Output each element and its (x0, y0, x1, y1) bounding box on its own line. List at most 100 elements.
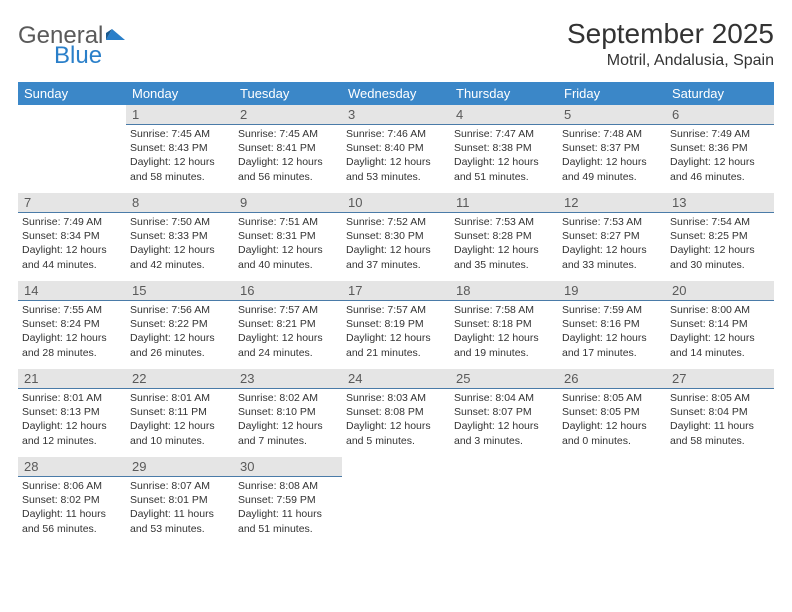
weekday-friday: Friday (558, 82, 666, 105)
day-number: 3 (342, 105, 450, 125)
day-number: 5 (558, 105, 666, 125)
calendar-week-row: 14 Sunrise: 7:55 AMSunset: 8:24 PM Dayligh… (18, 281, 774, 369)
day-number: 13 (666, 193, 774, 213)
daylight-line: Daylight: 12 hours and 17 minutes. (562, 331, 662, 359)
sunset-line: Sunset: 8:16 PM (562, 317, 662, 331)
daylight-line: Daylight: 12 hours and 44 minutes. (22, 243, 122, 271)
day-details: Sunrise: 7:53 AMSunset: 8:28 PMDaylight:… (450, 213, 558, 272)
daylight-line: Daylight: 12 hours and 14 minutes. (670, 331, 770, 359)
sunset-line: Sunset: 8:18 PM (454, 317, 554, 331)
calendar-cell: 26Sunrise: 8:05 AMSunset: 8:05 PMDayligh… (558, 369, 666, 457)
daylight-line: Daylight: 12 hours and 46 minutes. (670, 155, 770, 183)
logo-text-blue: Blue (18, 44, 126, 68)
day-details: Sunrise: 7:58 AMSunset: 8:18 PMDaylight:… (450, 301, 558, 360)
empty-cell (342, 457, 450, 476)
weekday-tuesday: Tuesday (234, 82, 342, 105)
sunset-line: Sunset: 8:43 PM (130, 141, 230, 155)
calendar-week-row: 7Sunrise: 7:49 AMSunset: 8:34 PMDaylight… (18, 193, 774, 281)
day-number: 9 (234, 193, 342, 213)
sunset-line: Sunset: 7:59 PM (238, 493, 338, 507)
logo-flag-icon (106, 27, 126, 45)
daylight-line: Daylight: 12 hours and 7 minutes. (238, 419, 338, 447)
sunset-line: Sunset: 8:21 PM (238, 317, 338, 331)
calendar-cell (342, 457, 450, 545)
day-details: Sunrise: 7:47 AMSunset: 8:38 PMDaylight:… (450, 125, 558, 184)
month-title: September 2025 (567, 18, 774, 50)
sunrise-line: Sunrise: 8:08 AM (238, 479, 338, 493)
day-number: 4 (450, 105, 558, 125)
calendar-cell: 24Sunrise: 8:03 AMSunset: 8:08 PMDayligh… (342, 369, 450, 457)
sunset-line: Sunset: 8:13 PM (22, 405, 122, 419)
sunrise-line: Sunrise: 8:05 AM (670, 391, 770, 405)
day-number: 17 (342, 281, 450, 301)
page-header: GeneralBlue September 2025 Motril, Andal… (18, 18, 774, 70)
day-number: 2 (234, 105, 342, 125)
day-details: Sunrise: 8:01 AMSunset: 8:11 PMDaylight:… (126, 389, 234, 448)
sunset-line: Sunset: 8:40 PM (346, 141, 446, 155)
sunrise-line: Sunrise: 8:07 AM (130, 479, 230, 493)
day-details: Sunrise: 8:07 AMSunset: 8:01 PMDaylight:… (126, 477, 234, 536)
weekday-header-row: Sunday Monday Tuesday Wednesday Thursday… (18, 82, 774, 105)
daylight-line: Daylight: 12 hours and 0 minutes. (562, 419, 662, 447)
sunrise-line: Sunrise: 7:50 AM (130, 215, 230, 229)
day-number: 26 (558, 369, 666, 389)
sunrise-line: Sunrise: 7:47 AM (454, 127, 554, 141)
day-details: Sunrise: 8:00 AMSunset: 8:14 PMDaylight:… (666, 301, 774, 360)
daylight-line: Daylight: 12 hours and 30 minutes. (670, 243, 770, 271)
calendar-cell: 1Sunrise: 7:45 AMSunset: 8:43 PMDaylight… (126, 105, 234, 193)
sunrise-line: Sunrise: 8:00 AM (670, 303, 770, 317)
day-details: Sunrise: 7:49 AMSunset: 8:36 PMDaylight:… (666, 125, 774, 184)
day-number: 14 (18, 281, 126, 301)
day-number: 23 (234, 369, 342, 389)
day-number: 19 (558, 281, 666, 301)
day-details: Sunrise: 7:53 AMSunset: 8:27 PMDaylight:… (558, 213, 666, 272)
day-number: 6 (666, 105, 774, 125)
sunset-line: Sunset: 8:14 PM (670, 317, 770, 331)
calendar-cell (450, 457, 558, 545)
day-details: Sunrise: 7:57 AMSunset: 8:21 PMDaylight:… (234, 301, 342, 360)
daylight-line: Daylight: 12 hours and 35 minutes. (454, 243, 554, 271)
sunrise-line: Sunrise: 8:01 AM (130, 391, 230, 405)
calendar-table: Sunday Monday Tuesday Wednesday Thursday… (18, 82, 774, 545)
sunset-line: Sunset: 8:19 PM (346, 317, 446, 331)
sunset-line: Sunset: 8:05 PM (562, 405, 662, 419)
day-details: Sunrise: 7:46 AMSunset: 8:40 PMDaylight:… (342, 125, 450, 184)
weekday-thursday: Thursday (450, 82, 558, 105)
sunset-line: Sunset: 8:34 PM (22, 229, 122, 243)
sunrise-line: Sunrise: 7:46 AM (346, 127, 446, 141)
daylight-line: Daylight: 12 hours and 58 minutes. (130, 155, 230, 183)
empty-cell (558, 457, 666, 476)
calendar-cell: 21Sunrise: 8:01 AMSunset: 8:13 PMDayligh… (18, 369, 126, 457)
sunrise-line: Sunrise: 7:48 AM (562, 127, 662, 141)
calendar-cell: 27Sunrise: 8:05 AMSunset: 8:04 PMDayligh… (666, 369, 774, 457)
calendar-cell: 28Sunrise: 8:06 AMSunset: 8:02 PMDayligh… (18, 457, 126, 545)
sunset-line: Sunset: 8:24 PM (22, 317, 122, 331)
weekday-saturday: Saturday (666, 82, 774, 105)
sunrise-line: Sunrise: 8:01 AM (22, 391, 122, 405)
calendar-cell: 18Sunrise: 7:58 AMSunset: 8:18 PMDayligh… (450, 281, 558, 369)
daylight-line: Daylight: 11 hours and 51 minutes. (238, 507, 338, 535)
day-number: 27 (666, 369, 774, 389)
sunrise-line: Sunrise: 8:02 AM (238, 391, 338, 405)
day-details: Sunrise: 7:48 AMSunset: 8:37 PMDaylight:… (558, 125, 666, 184)
sunset-line: Sunset: 8:27 PM (562, 229, 662, 243)
sunset-line: Sunset: 8:36 PM (670, 141, 770, 155)
day-details: Sunrise: 8:05 AMSunset: 8:05 PMDaylight:… (558, 389, 666, 448)
day-details: Sunrise: 7:52 AMSunset: 8:30 PMDaylight:… (342, 213, 450, 272)
sunrise-line: Sunrise: 7:54 AM (670, 215, 770, 229)
sunrise-line: Sunrise: 7:57 AM (346, 303, 446, 317)
day-details: Sunrise: 7:50 AMSunset: 8:33 PMDaylight:… (126, 213, 234, 272)
daylight-line: Daylight: 12 hours and 42 minutes. (130, 243, 230, 271)
day-number: 30 (234, 457, 342, 477)
weekday-sunday: Sunday (18, 82, 126, 105)
day-details: Sunrise: 7:57 AMSunset: 8:19 PMDaylight:… (342, 301, 450, 360)
daylight-line: Daylight: 12 hours and 40 minutes. (238, 243, 338, 271)
day-number: 8 (126, 193, 234, 213)
sunrise-line: Sunrise: 7:55 AM (22, 303, 122, 317)
day-details: Sunrise: 7:59 AMSunset: 8:16 PMDaylight:… (558, 301, 666, 360)
weekday-wednesday: Wednesday (342, 82, 450, 105)
calendar-cell: 17Sunrise: 7:57 AMSunset: 8:19 PMDayligh… (342, 281, 450, 369)
day-number: 12 (558, 193, 666, 213)
sunset-line: Sunset: 8:31 PM (238, 229, 338, 243)
day-details: Sunrise: 8:05 AMSunset: 8:04 PMDaylight:… (666, 389, 774, 448)
